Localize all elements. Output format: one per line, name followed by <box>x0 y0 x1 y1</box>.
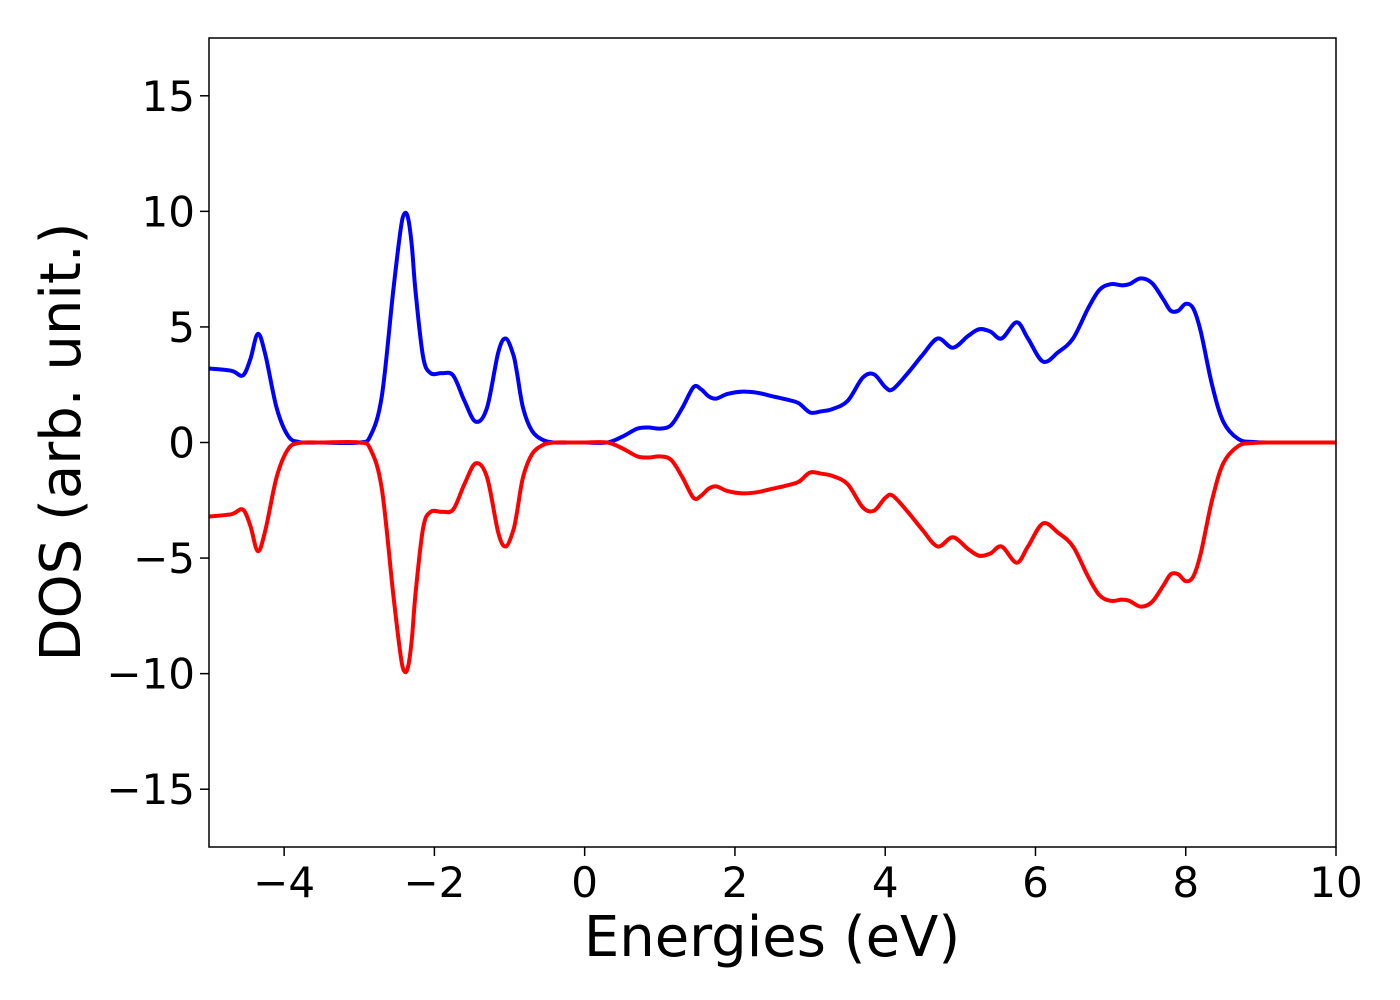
x-tick-label: −2 <box>403 858 465 907</box>
y-axis-label: DOS (arb. unit.) <box>29 222 94 661</box>
dos-spin-up-line <box>209 210 1336 446</box>
y-axis-ticks: 15 10 5 0 −5 −10 −15 <box>106 72 209 814</box>
x-tick-label: 8 <box>1172 858 1199 907</box>
x-tick-label: 10 <box>1309 858 1362 907</box>
y-tick-label: 15 <box>142 72 195 121</box>
y-tick-label: 0 <box>168 419 195 468</box>
y-tick-label: 5 <box>168 303 195 352</box>
x-tick-label: 4 <box>872 858 899 907</box>
x-axis-ticks: −4 −2 0 2 4 6 8 10 <box>253 847 1363 907</box>
y-tick-label: −10 <box>106 650 195 699</box>
y-tick-label: 10 <box>142 187 195 236</box>
plot-area <box>209 38 1336 847</box>
y-tick-label: −15 <box>106 765 195 814</box>
series-layer <box>209 210 1336 675</box>
x-tick-label: 0 <box>571 858 598 907</box>
y-tick-label: −5 <box>133 534 195 583</box>
x-tick-label: −4 <box>253 858 315 907</box>
x-tick-label: 2 <box>722 858 749 907</box>
dos-spin-down-line <box>209 439 1336 675</box>
x-axis-label: Energies (eV) <box>584 905 960 970</box>
x-tick-label: 6 <box>1022 858 1049 907</box>
